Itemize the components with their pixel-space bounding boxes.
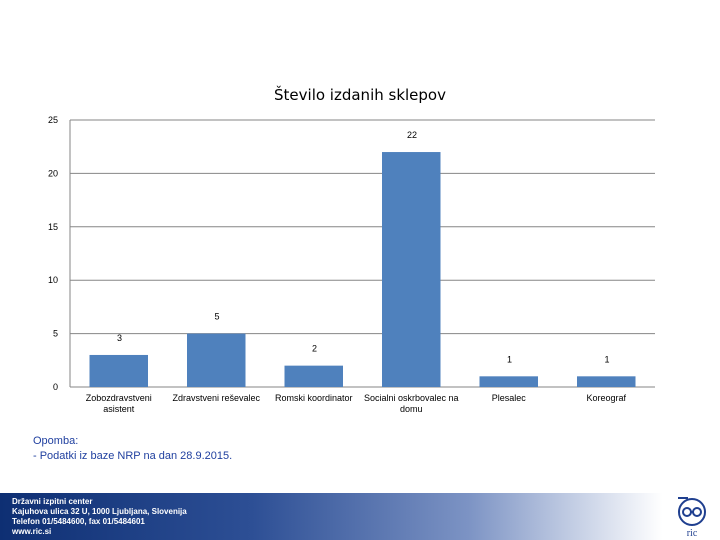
data-label: 1 [507,354,512,364]
x-tick-label: Zdravstveni reševalec [172,393,260,403]
footer-contact: Državni izpitni center Kajuhova ulica 32… [12,497,187,537]
x-tick-label: Romski koordinator [275,393,353,403]
chart-title: Število izdanih sklepov [274,86,446,104]
footer-band: Državni izpitni center Kajuhova ulica 32… [0,493,720,540]
y-tick-label: 5 [53,329,58,339]
data-label: 3 [117,333,122,343]
x-tick-label: Plesalec [492,393,527,403]
footer-org-name: Državni izpitni center [12,497,93,506]
data-label: 5 [214,312,219,322]
x-tick-label: Koreograf [586,393,626,403]
bar [479,376,538,387]
data-label: 1 [604,354,609,364]
y-tick-label: 20 [48,168,58,178]
x-tick-label: Socialni oskrbovalec na domu [364,393,459,414]
ric-logo-text: ric [687,528,698,539]
bar [382,152,441,387]
bar-chart: 0 5 10 15 20 25 3 Zobozdravstveni asistent 5 Zdrav… [48,115,655,414]
footer-address: Kajuhova ulica 32 U, 1000 Ljubljana, Slo… [12,507,187,516]
ric-logo-icon: ric [678,497,706,539]
x-tick-label: Zobozdravstveni asistent [86,393,152,414]
bar [89,354,148,387]
y-tick-label: 25 [48,115,58,125]
data-label: 22 [407,130,417,140]
note: Opomba: - Podatki iz baze NRP na dan 28.… [33,434,232,464]
bar [284,365,343,387]
note-heading: Opomba: [33,435,79,447]
bar [187,333,246,387]
y-tick-label: 10 [48,275,58,285]
data-label: 2 [312,344,317,354]
note-text: - Podatki iz baze NRP na dan 28.9.2015. [33,450,233,462]
footer-website: www.ric.si [12,527,52,536]
footer-phone: Telefon 01/5484600, fax 01/5484601 [12,517,145,526]
bar [577,376,636,387]
y-tick-label: 0 [53,382,58,392]
y-tick-label: 15 [48,222,58,232]
